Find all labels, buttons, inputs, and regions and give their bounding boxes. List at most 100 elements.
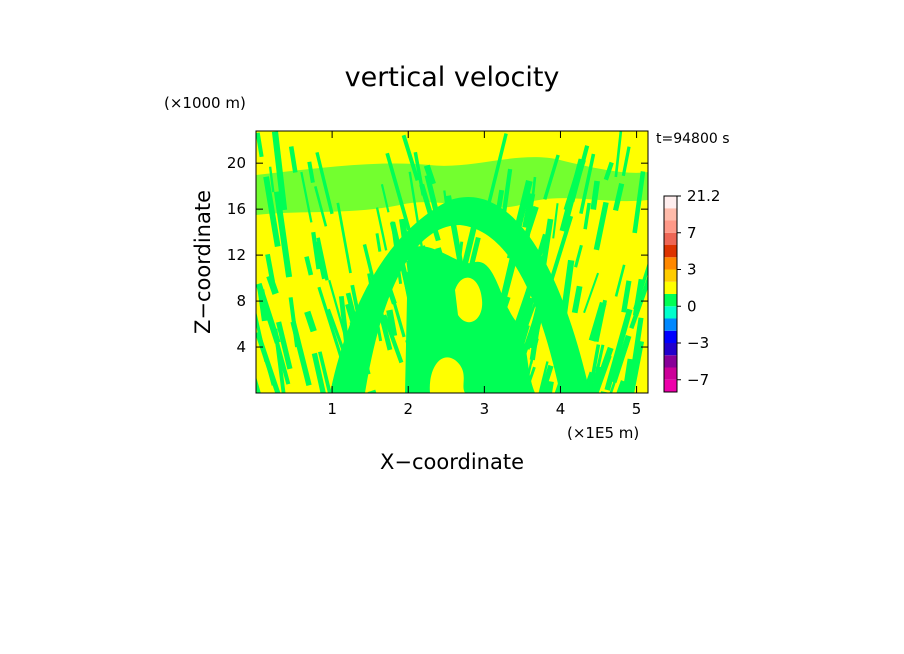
field-streak <box>304 256 314 276</box>
field-streak <box>627 317 644 392</box>
field-streak <box>317 286 345 365</box>
field-streak <box>386 309 398 337</box>
y-tick-label: 4 <box>236 338 246 356</box>
field-streak <box>528 364 554 393</box>
colorbar-segment <box>664 281 677 294</box>
colorbar-segment <box>664 245 677 258</box>
field-streak <box>633 256 648 310</box>
x-tick-label: 2 <box>403 400 413 418</box>
field-streak <box>336 202 352 274</box>
field-streak <box>583 202 591 230</box>
field-streak <box>587 344 601 393</box>
field-streak <box>614 264 626 297</box>
colorbar-tick-label: −3 <box>687 334 709 352</box>
y-axis-title: Z−coordinate <box>191 190 215 334</box>
colorbar-segment <box>664 257 677 270</box>
contour-field <box>256 131 648 393</box>
field-streak <box>304 310 317 333</box>
colorbar-segment <box>664 294 677 307</box>
field-streak <box>375 233 382 252</box>
field-streak <box>621 280 632 313</box>
field-streak <box>318 351 343 393</box>
field-streak <box>629 247 648 330</box>
colorbar-tick-label: 3 <box>687 261 697 279</box>
x-axis: 1 2 3 4 5 <box>327 131 641 418</box>
colorbar-frame <box>663 195 678 393</box>
colorbar: 21.2 7 3 0 −3 −7 <box>663 187 720 393</box>
field-streak <box>571 285 583 314</box>
colorbar-segment <box>664 269 677 282</box>
colorbar-tick-label: 21.2 <box>687 187 720 205</box>
field-streak <box>525 388 547 393</box>
x-unit-label: (×1E5 m) <box>567 424 639 442</box>
field-streak <box>262 351 275 386</box>
colorbar-segment <box>664 379 677 392</box>
colorbar-segment <box>664 367 677 380</box>
field-streak <box>593 354 612 393</box>
field-band <box>256 157 648 215</box>
field-arch <box>330 196 590 393</box>
field-streak <box>290 321 312 386</box>
field-streak <box>604 308 633 391</box>
y-unit-label: (×1000 m) <box>164 94 246 112</box>
colorbar-segment <box>664 343 677 356</box>
colorbar-segment <box>664 318 677 331</box>
field-streak <box>288 146 298 173</box>
field-streak <box>583 272 600 314</box>
field-streak <box>273 328 286 393</box>
x-tick-label: 1 <box>327 400 337 418</box>
colorbar-segment <box>664 232 677 245</box>
y-tick-label: 20 <box>227 154 246 172</box>
x-tick-label: 3 <box>480 400 490 418</box>
field-streak <box>311 231 321 270</box>
field-streak <box>545 215 574 295</box>
field-streak <box>367 391 375 393</box>
field-patches <box>256 131 648 393</box>
field-streak <box>256 132 264 158</box>
field-streak <box>574 244 583 268</box>
field-streak <box>326 308 347 357</box>
field-streak <box>588 301 607 342</box>
field-streak <box>311 352 334 393</box>
field-pocket <box>429 357 465 393</box>
field-streak <box>542 380 554 393</box>
field-streak <box>440 391 452 393</box>
field-streak <box>610 334 632 383</box>
field-pocket <box>455 277 483 323</box>
field-streak <box>368 389 395 393</box>
field-streak <box>392 302 406 338</box>
y-tick-label: 8 <box>236 292 246 310</box>
field-streak <box>266 274 279 295</box>
field-streak <box>256 282 281 344</box>
field-streak <box>256 372 264 393</box>
colorbar-tick-label: 0 <box>687 297 697 315</box>
field-streak <box>276 321 293 370</box>
field-streak <box>382 314 404 364</box>
x-tick-label: 4 <box>556 400 566 418</box>
colorbar-segment <box>664 208 677 221</box>
field-streak <box>256 391 271 393</box>
field-streak <box>593 201 609 251</box>
colorbar-segment <box>664 306 677 319</box>
field-streak <box>375 207 388 251</box>
field-streak <box>338 295 350 345</box>
field-streak <box>540 218 554 267</box>
y-tick-label: 16 <box>227 200 246 218</box>
colorbar-segment <box>664 330 677 343</box>
y-tick-label: 12 <box>227 246 246 264</box>
colorbar-tick-label: 7 <box>687 224 697 242</box>
field-streak <box>537 361 549 393</box>
field-streak <box>587 366 602 393</box>
x-axis-title: X−coordinate <box>380 450 524 474</box>
time-label: t=94800 s <box>656 131 730 147</box>
field-streak <box>614 131 623 178</box>
chart-title: vertical velocity <box>345 62 560 93</box>
field-streak <box>621 146 631 177</box>
x-tick-label: 5 <box>632 400 642 418</box>
colorbar-segment <box>664 355 677 368</box>
colorbar-segment <box>664 196 677 209</box>
y-axis: 4 8 12 16 20 <box>227 154 648 356</box>
plot-frame <box>255 130 649 394</box>
colorbar-segment <box>664 220 677 233</box>
